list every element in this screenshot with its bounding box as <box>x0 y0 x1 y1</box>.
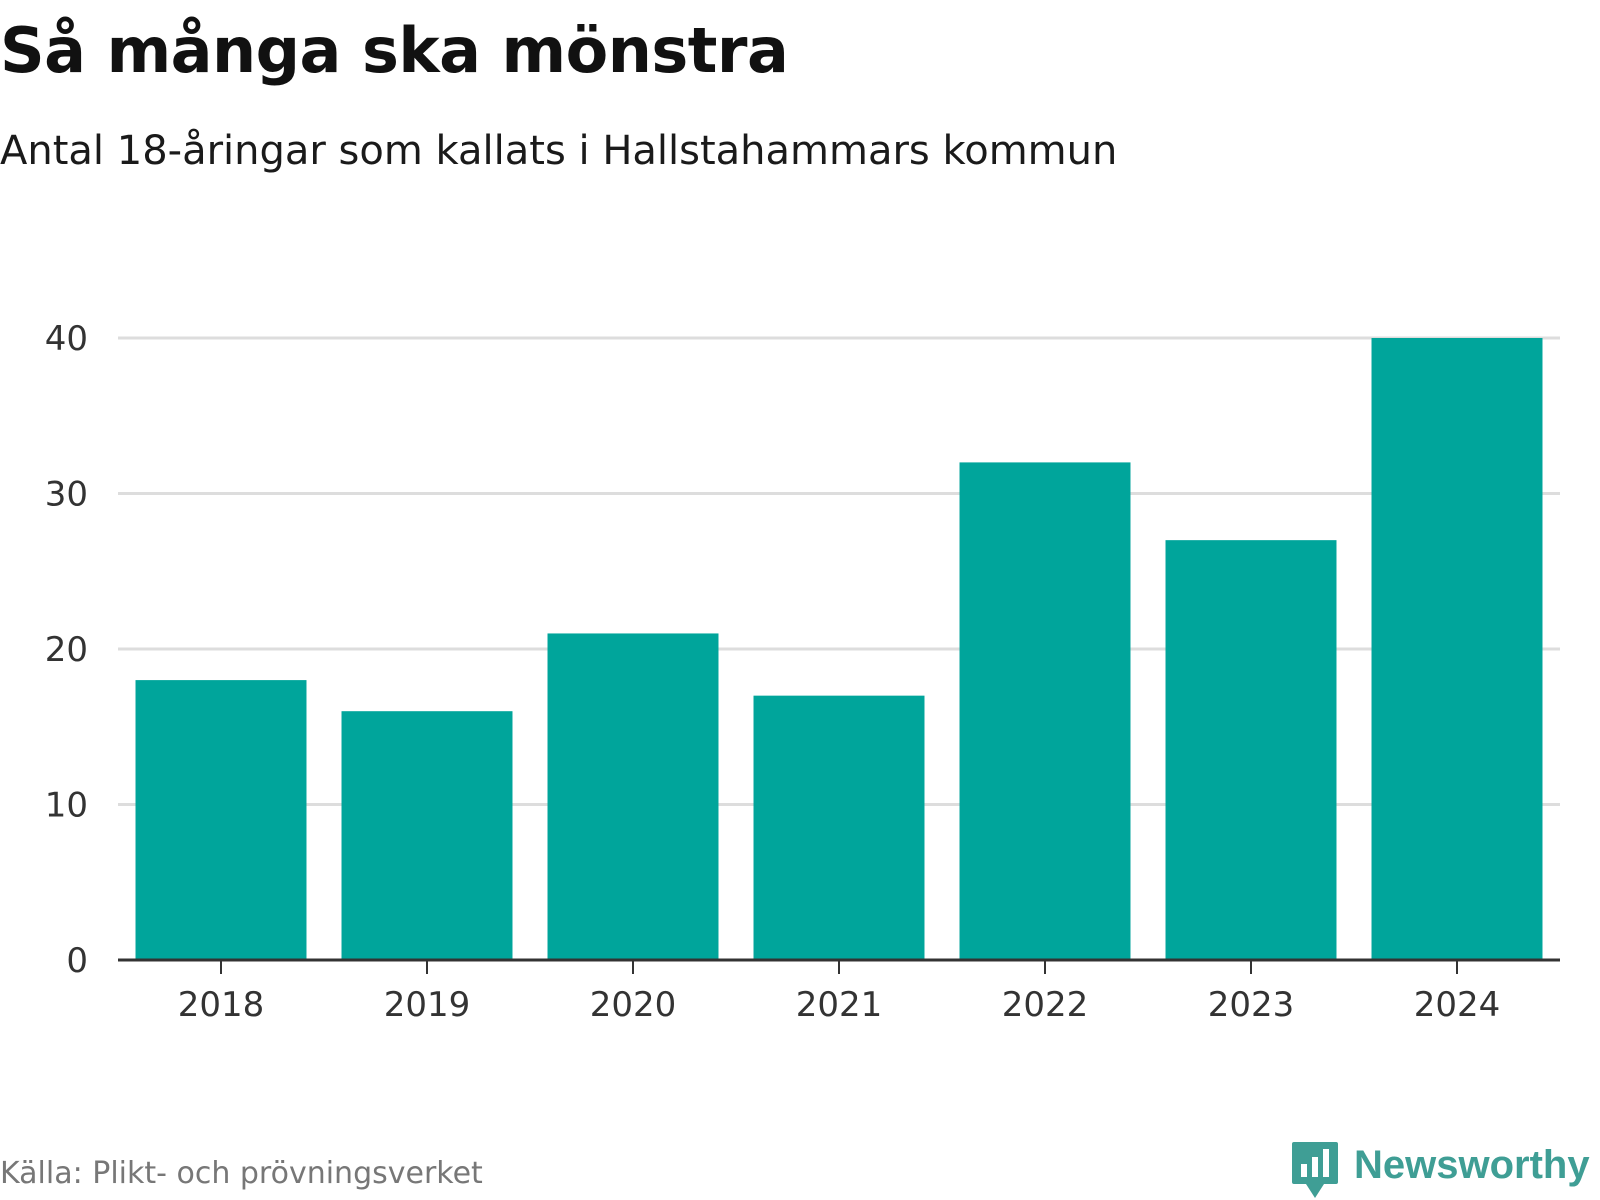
bar-2022 <box>959 462 1131 960</box>
bar-2023 <box>1165 540 1337 960</box>
chart-title: Så många ska mönstra <box>0 14 789 87</box>
bar-chart-speech-bubble-icon <box>1292 1142 1338 1198</box>
x-tick-label: 2022 <box>1002 985 1089 1025</box>
bar-2018 <box>135 680 307 960</box>
x-tick-label: 2018 <box>178 985 265 1025</box>
bar-2019 <box>341 711 513 960</box>
brand-name: Newsworthy <box>1354 1143 1590 1187</box>
bar-2021 <box>753 695 925 960</box>
bar-chart: 0 10 20 30 40 2018 2019 2020 2021 2022 2023 2024 <box>45 319 1560 1025</box>
x-tick-label: 2023 <box>1208 985 1295 1025</box>
bar-2024 <box>1371 338 1543 960</box>
bars <box>135 338 1543 960</box>
x-tick-label: 2021 <box>796 985 883 1025</box>
newsworthy-logo: Newsworthy <box>1290 1140 1590 1200</box>
y-tick-label: 30 <box>45 475 88 515</box>
bar-2020 <box>547 633 719 960</box>
axes: 0 10 20 30 40 2018 2019 2020 2021 2022 2023 2024 <box>45 319 1560 1025</box>
x-tick-label: 2024 <box>1414 985 1501 1025</box>
x-tick-label: 2020 <box>590 985 677 1025</box>
source-note: Källa: Plikt- och prövningsverket <box>0 1156 483 1191</box>
x-tick-label: 2019 <box>384 985 471 1025</box>
y-tick-label: 0 <box>66 941 88 981</box>
y-tick-label: 10 <box>45 786 88 826</box>
chart-subtitle: Antal 18-åringar som kallats i Hallstaha… <box>0 128 1118 174</box>
y-tick-label: 20 <box>45 630 88 670</box>
y-tick-label: 40 <box>45 319 88 359</box>
